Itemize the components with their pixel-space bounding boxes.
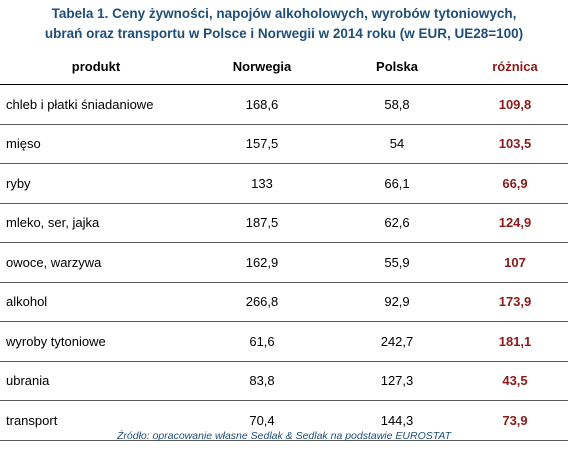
cell-polska: 54 <box>332 124 462 164</box>
cell-norwegia: 266,8 <box>192 282 332 322</box>
table-caption: Tabela 1. Ceny żywności, napojów alkohol… <box>0 4 568 44</box>
cell-produkt: mleko, ser, jajka <box>0 203 192 243</box>
cell-norwegia: 61,6 <box>192 321 332 362</box>
cell-roznica: 103,5 <box>462 124 568 164</box>
cell-norwegia: 162,9 <box>192 242 332 283</box>
cell-roznica: 66,9 <box>462 163 568 204</box>
source-note: Źródło: opracowanie własne Sedlak & Sedl… <box>116 430 452 442</box>
cell-roznica: 107 <box>462 242 568 283</box>
table-row: alkohol 266,8 92,9 173,9 <box>0 282 568 322</box>
table-row: ubrania 83,8 127,3 43,5 <box>0 361 568 401</box>
header-polska: Polska <box>332 48 462 85</box>
table-row: chleb i płatki śniadaniowe 168,6 58,8 10… <box>0 84 568 125</box>
cell-roznica: 173,9 <box>462 282 568 322</box>
cell-norwegia: 133 <box>192 163 332 204</box>
cell-polska: 58,8 <box>332 84 462 125</box>
cell-roznica: 124,9 <box>462 203 568 243</box>
cell-polska: 127,3 <box>332 361 462 401</box>
table-row: ryby 133 66,1 66,9 <box>0 163 568 204</box>
cell-produkt: alkohol <box>0 282 192 322</box>
cell-norwegia: 83,8 <box>192 361 332 401</box>
cell-norwegia: 157,5 <box>192 124 332 164</box>
cell-polska: 55,9 <box>332 242 462 283</box>
cell-polska: 144,3 <box>332 400 462 441</box>
header-norwegia: Norwegia <box>192 48 332 85</box>
table-row: mięso 157,5 54 103,5 <box>0 124 568 164</box>
table-header-row: produkt Norwegia Polska różnica <box>0 48 568 85</box>
cell-produkt: wyroby tytoniowe <box>0 321 192 362</box>
table-row: transport 70,4 144,3 73,9 <box>0 400 568 441</box>
cell-polska: 62,6 <box>332 203 462 243</box>
cell-roznica: 181,1 <box>462 321 568 362</box>
caption-line-2: ubrań oraz transportu w Polsce i Norwegi… <box>44 26 524 41</box>
cell-norwegia: 70,4 <box>192 400 332 441</box>
header-roznica: różnica <box>462 48 568 85</box>
table-row: wyroby tytoniowe 61,6 242,7 181,1 <box>0 321 568 362</box>
cell-produkt: ubrania <box>0 361 192 401</box>
price-table: produkt Norwegia Polska różnica chleb i … <box>0 48 568 441</box>
table-row: mleko, ser, jajka 187,5 62,6 124,9 <box>0 203 568 243</box>
cell-produkt: chleb i płatki śniadaniowe <box>0 84 192 125</box>
cell-roznica: 73,9 <box>462 400 568 441</box>
caption-line-1: Tabela 1. Ceny żywności, napojów alkohol… <box>51 6 517 21</box>
cell-polska: 242,7 <box>332 321 462 362</box>
cell-roznica: 43,5 <box>462 361 568 401</box>
cell-polska: 92,9 <box>332 282 462 322</box>
cell-produkt: ryby <box>0 163 192 204</box>
cell-produkt: transport <box>0 400 192 441</box>
cell-norwegia: 168,6 <box>192 84 332 125</box>
cell-produkt: owoce, warzywa <box>0 242 192 283</box>
cell-polska: 66,1 <box>332 163 462 204</box>
header-produkt: produkt <box>0 48 192 85</box>
cell-norwegia: 187,5 <box>192 203 332 243</box>
table-row: owoce, warzywa 162,9 55,9 107 <box>0 242 568 283</box>
cell-roznica: 109,8 <box>462 84 568 125</box>
cell-produkt: mięso <box>0 124 192 164</box>
